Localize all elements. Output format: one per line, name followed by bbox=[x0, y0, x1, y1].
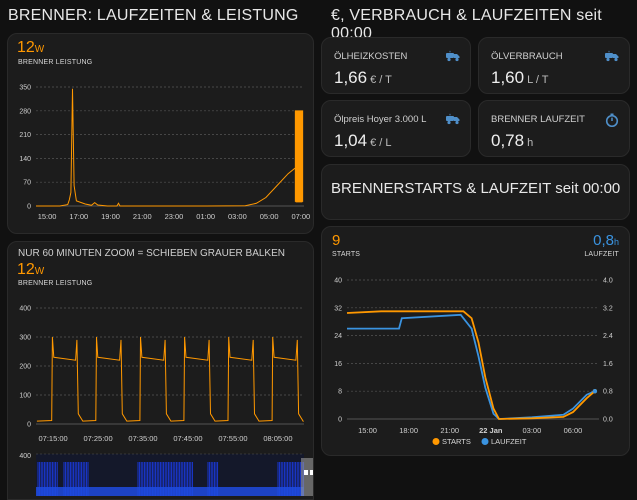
starts-value: 9 bbox=[332, 232, 341, 249]
laufzeit-value: 0,8h bbox=[593, 232, 619, 249]
y-left-tick-label: 8 bbox=[338, 389, 342, 396]
entity-value: 1,66 € / T bbox=[334, 68, 392, 87]
navigator-brush-handle bbox=[301, 458, 313, 496]
brush-grip bbox=[304, 470, 308, 475]
timer-icon bbox=[605, 113, 619, 127]
navigator-y-tick: 400 bbox=[19, 453, 31, 460]
oil-truck-icon bbox=[446, 113, 460, 125]
x-tick-label: 17:00 bbox=[69, 212, 88, 221]
brenner-leistung-24h-chart[interactable]: 0 70 140 210 280 350 15:00 17:00 19:00 21:00 23:00… bbox=[8, 34, 314, 234]
y-tick-label: 210 bbox=[19, 132, 31, 139]
oil-truck-icon bbox=[446, 50, 460, 62]
brennerstarts-title: BRENNERSTARTS & LAUFZEIT seit 00:00 bbox=[331, 180, 621, 197]
entity-name: Ölpreis Hoyer 3.000 L bbox=[334, 114, 427, 125]
brenner-zoom-card: NUR 60 MINUTEN ZOOM = SCHIEBEN GRAUER BA… bbox=[7, 241, 314, 500]
x-tick-label: 06:00 bbox=[564, 426, 583, 435]
series-line-cycling bbox=[294, 110, 304, 203]
y-tick-label: 280 bbox=[19, 108, 31, 115]
y-right-tick-label: 4.0 bbox=[603, 278, 613, 285]
entity-name: ÖLVERBRAUCH bbox=[491, 51, 563, 62]
y-left-tick-label: 24 bbox=[334, 333, 342, 340]
y-left-tick-label: 16 bbox=[334, 361, 342, 368]
x-tick-label: 18:00 bbox=[399, 426, 418, 435]
y-right-tick-label: 1.6 bbox=[603, 361, 613, 368]
legend-label-starts: STARTS bbox=[442, 437, 471, 446]
y-tick-label: 300 bbox=[19, 335, 31, 342]
brennerstarts-chart-card: 9 STARTS 0,8h LAUFZEIT 0 0.0 8 0.8 16 1.6 24 2.… bbox=[321, 226, 630, 456]
y-tick-label: 100 bbox=[19, 393, 31, 400]
x-tick-label: 19:00 bbox=[101, 212, 120, 221]
entity-value: 1,04 € / L bbox=[334, 131, 392, 150]
x-tick-label: 07:25:00 bbox=[83, 434, 112, 443]
brenner-leistung-60min-chart[interactable]: 0 100 200 300 400 07:15:00 07:25:00 07:35:00 07:… bbox=[8, 242, 314, 500]
x-tick-label: 15:00 bbox=[358, 426, 377, 435]
brush-grip bbox=[310, 470, 313, 475]
oil-truck-icon bbox=[605, 50, 619, 62]
x-tick-label: 07:45:00 bbox=[173, 434, 202, 443]
legend-marker-starts bbox=[432, 438, 440, 445]
series-line-leistung-zoom bbox=[36, 336, 304, 422]
y-tick-label: 400 bbox=[19, 306, 31, 313]
brenner-leistung-label: BRENNER LEISTUNG bbox=[18, 59, 93, 66]
y-right-tick-label: 0.0 bbox=[603, 417, 613, 424]
x-tick-label: 08:05:00 bbox=[263, 434, 292, 443]
series-line-starts bbox=[346, 310, 596, 420]
series-line-leistung bbox=[36, 88, 298, 207]
y-left-tick-label: 0 bbox=[338, 417, 342, 424]
y-tick-label: 140 bbox=[19, 156, 31, 163]
brenner-leistung-value: 12W bbox=[17, 39, 45, 56]
laufzeit-label: LAUFZEIT bbox=[584, 251, 619, 258]
legend-marker-laufzeit bbox=[481, 438, 489, 445]
brenner-leistung-card: 12W BRENNER LEISTUNG 0 70 140 210 280 350 15:0… bbox=[7, 33, 314, 234]
entity-name: ÖLHEIZKOSTEN bbox=[334, 51, 408, 62]
zoom-leistung-label: BRENNER LEISTUNG bbox=[18, 280, 93, 287]
entity-oelpreis[interactable]: Ölpreis Hoyer 3.000 L 1,04 € / L bbox=[321, 100, 471, 157]
x-tick-label: 03:00 bbox=[228, 212, 247, 221]
y-right-tick-label: 3.2 bbox=[603, 305, 613, 312]
x-tick-label: 07:55:00 bbox=[218, 434, 247, 443]
x-tick-label: 21:00 bbox=[133, 212, 152, 221]
x-tick-label: 23:00 bbox=[165, 212, 184, 221]
series-endpoint-laufzeit bbox=[592, 389, 598, 394]
entity-name: BRENNER LAUFZEIT bbox=[491, 114, 585, 125]
x-tick-label: 07:35:00 bbox=[128, 434, 157, 443]
y-left-tick-label: 32 bbox=[334, 305, 342, 312]
y-tick-label: 350 bbox=[19, 85, 31, 92]
y-right-tick-label: 0.8 bbox=[603, 389, 613, 396]
x-tick-label: 07:00 bbox=[291, 212, 310, 221]
y-tick-label: 70 bbox=[23, 180, 31, 187]
brennerstarts-laufzeit-chart[interactable]: 0 0.0 8 0.8 16 1.6 24 2.4 32 3.2 40 4.0 15:00 18:00 21… bbox=[322, 227, 630, 456]
x-tick-label: 01:00 bbox=[196, 212, 215, 221]
x-tick-label: 05:00 bbox=[260, 212, 279, 221]
legend-label-laufzeit: LAUFZEIT bbox=[491, 437, 527, 446]
starts-label: STARTS bbox=[332, 251, 361, 258]
section-title-brenner: BRENNER: LAUFZEITEN & LEISTUNG bbox=[8, 7, 299, 24]
entity-oelheizkosten[interactable]: ÖLHEIZKOSTEN 1,66 € / T bbox=[321, 37, 471, 94]
entity-oelverbrauch[interactable]: ÖLVERBRAUCH 1,60 L / T bbox=[478, 37, 630, 94]
x-tick-label: 21:00 bbox=[440, 426, 459, 435]
entity-brenner-laufzeit[interactable]: BRENNER LAUFZEIT 0,78 h bbox=[478, 100, 630, 157]
y-left-tick-label: 40 bbox=[334, 278, 342, 285]
x-tick-label: 22 Jan bbox=[479, 426, 503, 435]
y-tick-label: 0 bbox=[27, 422, 31, 429]
x-tick-label: 15:00 bbox=[38, 212, 57, 221]
y-tick-label: 0 bbox=[27, 204, 31, 211]
navigator-base-fill bbox=[36, 487, 304, 496]
entity-value: 0,78 h bbox=[491, 131, 534, 150]
zoom-subtitle: NUR 60 MINUTEN ZOOM = SCHIEBEN GRAUER BA… bbox=[18, 248, 285, 259]
y-right-tick-label: 2.4 bbox=[603, 333, 613, 340]
x-tick-label: 03:00 bbox=[523, 426, 542, 435]
y-tick-label: 200 bbox=[19, 364, 31, 371]
zoom-leistung-value: 12W bbox=[17, 261, 45, 278]
entity-value: 1,60 L / T bbox=[491, 68, 549, 87]
series-line-laufzeit bbox=[347, 313, 596, 420]
x-tick-label: 07:15:00 bbox=[38, 434, 67, 443]
brennerstarts-title-card: BRENNERSTARTS & LAUFZEIT seit 00:00 bbox=[321, 164, 630, 220]
